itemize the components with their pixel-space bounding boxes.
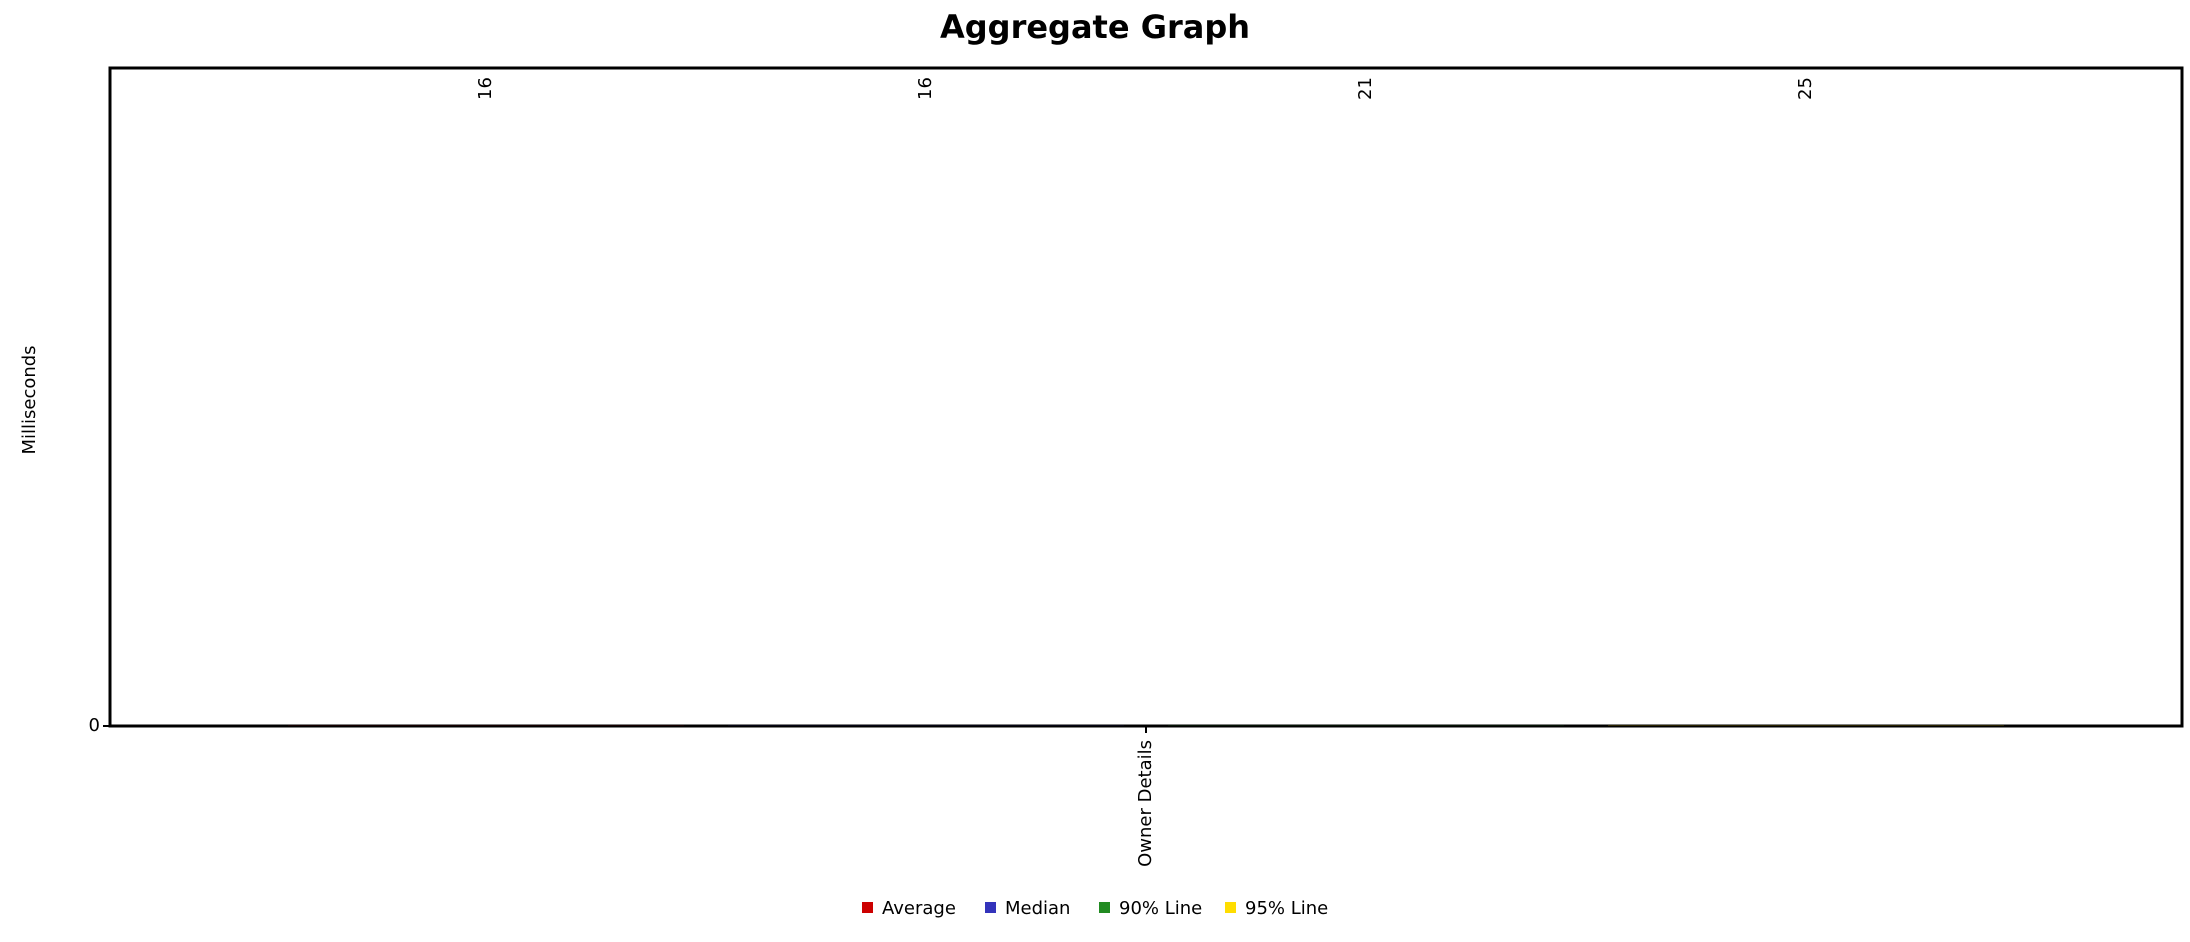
value-label: 16 (475, 77, 496, 100)
legend-swatch (985, 902, 996, 913)
value-label: 21 (1355, 77, 1376, 100)
legend-swatch (862, 902, 873, 913)
x-tick-label: Owner Details (1135, 740, 1156, 867)
value-label: 16 (915, 77, 936, 100)
chart-title: Aggregate Graph (940, 8, 1250, 46)
legend-swatch (1225, 902, 1236, 913)
y-axis-label: Milliseconds (19, 345, 40, 454)
plot-frame (108, 66, 2184, 728)
legend-label: Median (1005, 898, 1070, 919)
legend-label: 95% Line (1245, 898, 1328, 919)
y-tick-label: 0 (89, 715, 100, 736)
legend-label: 90% Line (1119, 898, 1202, 919)
legend-swatch (1099, 902, 1110, 913)
legend-label: Average (882, 898, 956, 919)
value-label: 25 (1795, 77, 1816, 100)
